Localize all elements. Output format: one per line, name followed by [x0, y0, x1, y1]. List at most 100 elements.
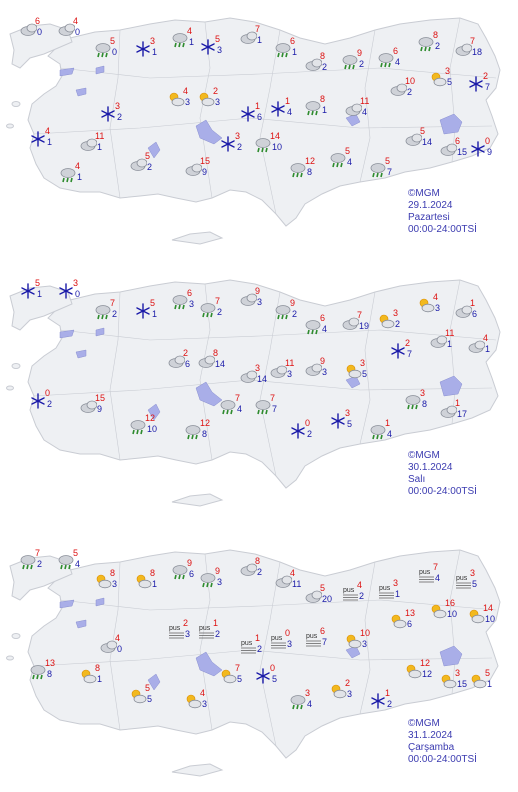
time-range-label: 00:00-24:00TSİ — [408, 224, 477, 235]
forecast-marker: 15 9 — [80, 393, 106, 415]
partly-cloudy-icon — [346, 634, 362, 649]
forecast-marker: pus 2 3 — [168, 618, 194, 640]
fog-icon: pus — [456, 575, 471, 589]
max-temperature: 7 — [215, 296, 221, 306]
partly-cloudy-icon — [346, 364, 362, 379]
rain-icon — [95, 305, 111, 320]
cloud-icon — [455, 43, 472, 56]
cyprus-landmass — [171, 231, 224, 245]
forecast-marker: pus 4 2 — [342, 580, 368, 602]
lake — [59, 67, 75, 77]
day-label: Çarşamba — [408, 742, 455, 753]
lake — [95, 597, 105, 607]
min-temperature: 0 — [75, 289, 81, 299]
max-temperature: 1 — [255, 101, 261, 111]
min-temperature: 4 — [237, 404, 243, 414]
rain-icon — [275, 43, 291, 58]
max-temperature: 14 — [483, 603, 494, 613]
max-temperature: 3 — [455, 668, 461, 678]
min-temperature: 10 — [147, 424, 158, 434]
max-temperature: 4 — [433, 292, 439, 302]
min-temperature: 6 — [257, 112, 263, 122]
max-temperature: 5 — [385, 156, 391, 166]
province-border — [359, 561, 376, 715]
day-label: Pazartesi — [408, 212, 450, 223]
min-temperature: 7 — [322, 637, 328, 647]
min-temperature: 11 — [292, 579, 302, 589]
min-temperature: 7 — [272, 404, 278, 414]
province-border — [33, 117, 493, 135]
rain-icon — [305, 101, 321, 116]
max-temperature: 3 — [73, 278, 79, 288]
max-temperature: 7 — [270, 393, 276, 403]
max-temperature: 3 — [420, 388, 426, 398]
rain-icon — [378, 53, 394, 68]
max-temperature: 8 — [110, 568, 116, 578]
forecast-marker: 10 2 — [390, 76, 416, 98]
cloud-icon — [440, 405, 457, 418]
max-temperature: 2 — [213, 86, 219, 96]
cloud-icon — [305, 58, 322, 71]
max-temperature: 5 — [73, 548, 79, 558]
max-temperature: 4 — [187, 26, 193, 36]
max-temperature: 3 — [150, 36, 156, 46]
max-temperature: 3 — [345, 408, 351, 418]
min-temperature: 5 — [237, 674, 243, 684]
forecast-marker: pus 6 7 — [305, 626, 331, 648]
min-temperature: 2 — [322, 62, 328, 72]
min-temperature: 1 — [322, 105, 328, 115]
province-border — [109, 561, 121, 731]
min-temperature: 9 — [487, 147, 493, 157]
min-temperature: 1 — [292, 47, 298, 57]
max-temperature: 5 — [35, 278, 41, 288]
province-border — [259, 561, 281, 747]
snow-icon — [136, 41, 150, 57]
max-temperature: 4 — [290, 568, 296, 578]
rain-icon — [172, 33, 188, 48]
cloud-icon — [240, 563, 257, 576]
min-temperature: 18 — [472, 47, 483, 57]
forecast-marker: 4 11 — [275, 568, 302, 590]
max-temperature: 0 — [45, 388, 51, 398]
province-border — [109, 291, 121, 461]
min-temperature: 1 — [47, 137, 53, 147]
rain-icon — [58, 555, 74, 570]
svg-text:pus: pus — [456, 575, 468, 582]
max-temperature: 4 — [115, 633, 121, 643]
max-temperature: 6 — [290, 36, 296, 46]
cloud-icon — [440, 143, 457, 156]
rain-icon — [20, 555, 36, 570]
min-temperature: 8 — [47, 669, 53, 679]
max-temperature: 4 — [483, 333, 489, 343]
forecast-marker: 14 10 — [255, 131, 282, 153]
fog-icon: pus — [419, 569, 434, 583]
rain-icon — [370, 425, 386, 440]
min-temperature: 5 — [272, 674, 278, 684]
rain-icon — [290, 163, 306, 178]
min-temperature: 3 — [185, 97, 191, 107]
lake — [75, 87, 87, 97]
min-temperature: 5 — [362, 369, 368, 379]
min-temperature: 0 — [37, 27, 43, 37]
min-temperature: 2 — [47, 399, 53, 409]
min-temperature: 7 — [485, 82, 491, 92]
snow-icon — [271, 101, 285, 117]
cloud-icon — [100, 640, 117, 653]
min-temperature: 2 — [257, 567, 263, 577]
max-temperature: 8 — [320, 51, 326, 61]
min-temperature: 1 — [189, 37, 195, 47]
max-temperature: 6 — [320, 626, 326, 636]
credit-label: ©MGM — [408, 188, 440, 199]
